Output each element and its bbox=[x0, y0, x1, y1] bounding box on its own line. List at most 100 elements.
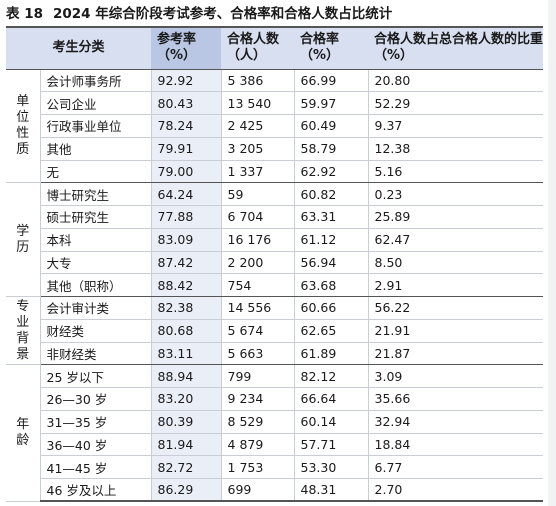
row-name-cell: 硕士研究生 bbox=[39, 205, 152, 229]
table-row: 46 岁及以上 86.29 699 48.31 2.70 bbox=[6, 478, 544, 503]
table-row: 26—30 岁 83.20 9 234 66.64 35.66 bbox=[6, 387, 544, 411]
reference-rate-cell: 92.92 bbox=[150, 69, 222, 93]
passed-count-cell: 6 704 bbox=[220, 205, 295, 229]
table-row: 公司企业 80.43 13 540 59.97 52.29 bbox=[6, 91, 544, 115]
passed-count-cell: 4 879 bbox=[220, 433, 295, 457]
table-row: 行政事业单位 78.24 2 425 60.49 9.37 bbox=[6, 114, 544, 138]
page-edge-strip bbox=[548, 0, 556, 506]
row-name-cell: 无 bbox=[39, 160, 152, 184]
pass-rate-cell: 53.30 bbox=[293, 455, 369, 479]
row-name-cell: 会计师事务所 bbox=[39, 69, 152, 93]
passed-count-cell: 16 176 bbox=[220, 228, 295, 252]
table-row: 硕士研究生 77.88 6 704 63.31 25.89 bbox=[6, 205, 544, 229]
share-cell: 0.23 bbox=[367, 182, 544, 206]
passed-count-cell: 13 540 bbox=[220, 91, 295, 115]
table-row: 无 79.00 1 337 62.92 5.16 bbox=[6, 160, 544, 184]
table-caption: 表 18 2024 年综合阶段考试参考、合格率和合格人数占比统计 bbox=[6, 4, 392, 24]
row-name-cell: 大专 bbox=[39, 251, 152, 275]
table-row: 单位性质 会计师事务所 92.92 5 386 66.99 20.80 bbox=[6, 69, 544, 184]
pass-rate-cell: 66.99 bbox=[293, 69, 369, 93]
share-cell: 21.87 bbox=[367, 342, 544, 366]
pass-rate-cell: 63.31 bbox=[293, 205, 369, 229]
reference-rate-cell: 79.91 bbox=[150, 137, 222, 161]
reference-rate-cell: 83.11 bbox=[150, 342, 222, 366]
header-share: 合格人数占总合格人数的比重（%） bbox=[368, 26, 543, 70]
pass-rate-cell: 82.12 bbox=[293, 364, 369, 388]
reference-rate-cell: 83.20 bbox=[150, 387, 222, 411]
reference-rate-cell: 79.00 bbox=[150, 160, 222, 184]
group-label: 专业背景 bbox=[6, 296, 40, 366]
header-reference-rate: 参考率（%） bbox=[151, 26, 222, 70]
passed-count-cell: 5 674 bbox=[220, 319, 295, 343]
reference-rate-cell: 64.24 bbox=[150, 182, 222, 206]
row-name-cell: 46 岁及以上 bbox=[39, 478, 152, 503]
share-cell: 62.47 bbox=[367, 228, 544, 252]
reference-rate-cell: 81.94 bbox=[150, 433, 222, 457]
share-cell: 8.50 bbox=[367, 251, 544, 275]
reference-rate-cell: 80.68 bbox=[150, 319, 222, 343]
pass-rate-cell: 60.66 bbox=[293, 296, 369, 320]
statistics-table: 考生分类 参考率（%） 合格人数（人） 合格率（%） 合格人数占总合格人数的比重… bbox=[6, 26, 544, 503]
share-cell: 18.84 bbox=[367, 433, 544, 457]
table-row: 大专 87.42 2 200 56.94 8.50 bbox=[6, 251, 544, 275]
share-cell: 20.80 bbox=[367, 69, 544, 93]
row-name-cell: 25 岁以下 bbox=[39, 364, 152, 388]
passed-count-cell: 2 200 bbox=[220, 251, 295, 275]
passed-count-cell: 5 663 bbox=[220, 342, 295, 366]
table-row: 专业背景 会计审计类 82.38 14 556 60.66 56.22 bbox=[6, 296, 544, 366]
share-cell: 35.66 bbox=[367, 387, 544, 411]
table-row: 36—40 岁 81.94 4 879 57.71 18.84 bbox=[6, 433, 544, 457]
passed-count-cell: 2 425 bbox=[220, 114, 295, 138]
table-row: 其他（职称） 88.42 754 63.68 2.91 bbox=[6, 273, 544, 297]
row-name-cell: 其他 bbox=[39, 137, 152, 161]
pass-rate-cell: 62.65 bbox=[293, 319, 369, 343]
row-name-cell: 博士研究生 bbox=[39, 182, 152, 206]
share-cell: 21.91 bbox=[367, 319, 544, 343]
pass-rate-cell: 56.94 bbox=[293, 251, 369, 275]
row-name-cell: 26—30 岁 bbox=[39, 387, 152, 411]
reference-rate-cell: 83.09 bbox=[150, 228, 222, 252]
passed-count-cell: 8 529 bbox=[220, 410, 295, 434]
table-title: 2024 年综合阶段考试参考、合格率和合格人数占比统计 bbox=[53, 6, 393, 22]
passed-count-cell: 1 337 bbox=[220, 160, 295, 184]
share-cell: 6.77 bbox=[367, 455, 544, 479]
passed-count-cell: 799 bbox=[220, 364, 295, 388]
reference-rate-cell: 80.43 bbox=[150, 91, 222, 115]
reference-rate-cell: 88.94 bbox=[150, 364, 222, 388]
share-cell: 12.38 bbox=[367, 137, 544, 161]
passed-count-cell: 699 bbox=[220, 478, 295, 503]
row-name-cell: 36—40 岁 bbox=[39, 433, 152, 457]
share-cell: 9.37 bbox=[367, 114, 544, 138]
passed-count-cell: 3 205 bbox=[220, 137, 295, 161]
row-name-cell: 本科 bbox=[39, 228, 152, 252]
passed-count-cell: 9 234 bbox=[220, 387, 295, 411]
reference-rate-cell: 86.29 bbox=[150, 478, 222, 503]
pass-rate-cell: 58.79 bbox=[293, 137, 369, 161]
passed-count-cell: 1 753 bbox=[220, 455, 295, 479]
table-row: 财经类 80.68 5 674 62.65 21.91 bbox=[6, 319, 544, 343]
table-row: 31—35 岁 80.39 8 529 60.14 32.94 bbox=[6, 410, 544, 434]
group-label-text: 专业背景 bbox=[16, 298, 30, 362]
row-name-cell: 公司企业 bbox=[39, 91, 152, 115]
table-row: 年龄 25 岁以下 88.94 799 82.12 3.09 bbox=[6, 364, 544, 502]
passed-count-cell: 14 556 bbox=[220, 296, 295, 320]
pass-rate-cell: 62.92 bbox=[293, 160, 369, 184]
header-row: 考生分类 参考率（%） 合格人数（人） 合格率（%） 合格人数占总合格人数的比重… bbox=[6, 26, 543, 70]
header-passed-count: 合格人数（人） bbox=[221, 26, 295, 70]
passed-count-cell: 754 bbox=[220, 273, 295, 297]
share-cell: 25.89 bbox=[367, 205, 544, 229]
pass-rate-cell: 60.82 bbox=[293, 182, 369, 206]
reference-rate-cell: 88.42 bbox=[150, 273, 222, 297]
header-category: 考生分类 bbox=[6, 26, 152, 70]
passed-count-cell: 5 386 bbox=[220, 69, 295, 93]
reference-rate-cell: 77.88 bbox=[150, 205, 222, 229]
group-label: 单位性质 bbox=[6, 69, 40, 184]
row-name-cell: 行政事业单位 bbox=[39, 114, 152, 138]
pass-rate-cell: 63.68 bbox=[293, 273, 369, 297]
share-cell: 3.09 bbox=[367, 364, 544, 388]
share-cell: 2.91 bbox=[367, 273, 544, 297]
table-row: 41—45 岁 82.72 1 753 53.30 6.77 bbox=[6, 455, 544, 479]
row-name-cell: 31—35 岁 bbox=[39, 410, 152, 434]
pass-rate-cell: 60.14 bbox=[293, 410, 369, 434]
share-cell: 5.16 bbox=[367, 160, 544, 184]
